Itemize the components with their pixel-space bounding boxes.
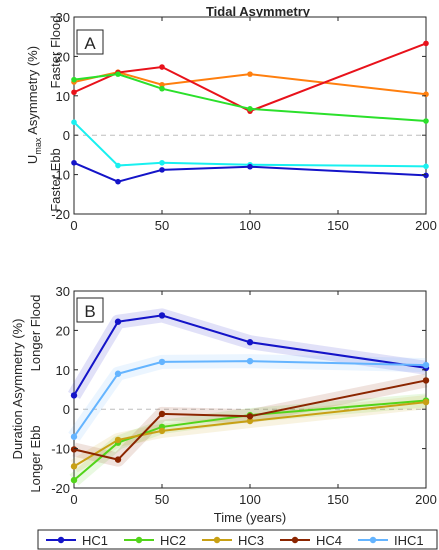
panel-b-xtick-label: 100	[239, 492, 261, 507]
legend-item-hc1: HC1	[46, 533, 108, 548]
panel-a-ytick-label: -10	[51, 168, 70, 183]
panel-a: 0 50 100 150 200 -20 -10 0 10 20 30 A Umax Asymmet…	[25, 10, 437, 233]
panel-a-y-top-label: Faster Flood	[48, 16, 63, 89]
panel-b-point-hc3	[70, 463, 78, 470]
panel-b-point-hc3	[422, 398, 430, 406]
panel-a-xtick-label: 0	[70, 218, 77, 233]
panel-b-ytick-label: -10	[51, 442, 70, 457]
panel-a-point-series-3	[115, 71, 121, 77]
panel-a-ytick-label: 10	[56, 89, 70, 104]
panel-a-point-series-5	[423, 172, 429, 179]
panel-a-point-series-5	[71, 159, 77, 166]
legend-swatch-marker	[291, 536, 299, 544]
panel-a-point-series-3	[247, 106, 253, 112]
panel-b-point-hc4	[114, 456, 122, 463]
panel-b-point-hc1	[246, 339, 254, 346]
legend-item-hc4: HC4	[280, 533, 342, 548]
panel-b-ytick-label: 20	[56, 323, 70, 338]
panel-b-point-hc2	[70, 476, 78, 484]
panel-a-ytick-label: 0	[63, 128, 70, 143]
legend-swatch-marker	[369, 536, 377, 544]
panel-b-xtick-label: 200	[415, 492, 437, 507]
panel-a-ytick-label: -20	[51, 207, 70, 222]
panel-a-point-series-3	[159, 85, 165, 92]
legend-label: HC1	[82, 533, 108, 548]
panel-b-label: B	[84, 302, 95, 321]
panel-a-ylabel: Umax Asymmetry (%)	[25, 46, 43, 164]
panel-b-y-bottom-label: Longer Ebb	[28, 425, 43, 492]
legend-swatch-marker	[213, 536, 221, 544]
panel-b-xtick-label: 150	[327, 492, 349, 507]
panel-b-point-hc4	[70, 446, 78, 453]
legend-item-hc2: HC2	[124, 533, 186, 548]
panel-b-ytick-label: 10	[56, 363, 70, 378]
panel-a-xtick-label: 50	[155, 218, 169, 233]
panel-b-point-hc3	[158, 427, 166, 435]
panel-b-point-ihc1	[70, 433, 78, 440]
panel-a-point-series-2	[159, 64, 165, 70]
panel-b: 0 50 100 150 200 -20 -10 0 10 20 30 B Duration Asy…	[10, 284, 437, 525]
legend-label: IHC1	[394, 533, 424, 548]
panel-b-point-hc1	[70, 392, 78, 399]
panel-a-series	[71, 40, 429, 185]
legend-label: HC3	[238, 533, 264, 548]
panel-b-point-hc4	[246, 413, 254, 420]
panel-b-xtick-label: 0	[70, 492, 77, 507]
panel-b-ylabel: Duration Asymmetry (%)	[10, 319, 25, 460]
panel-b-ytick-label: 0	[63, 402, 70, 417]
panel-a-point-series-5	[247, 163, 253, 170]
panel-a-point-series-3	[423, 118, 429, 124]
panel-a-xtick-label: 100	[239, 218, 261, 233]
figure-title: Tidal Asymmetry	[206, 4, 311, 19]
panel-b-ytick-label: 30	[56, 284, 70, 299]
panel-a-point-series-3	[71, 76, 77, 83]
legend-swatch-marker	[135, 536, 143, 544]
legend: HC1 HC2 HC3 HC4 IHC1	[37, 529, 438, 550]
legend-item-ihc1: IHC1	[358, 533, 424, 548]
legend-label: HC4	[316, 533, 342, 548]
panel-a-label-box	[76, 29, 104, 55]
legend-swatch-marker	[57, 536, 65, 544]
legend-item-hc3: HC3	[202, 533, 264, 548]
panel-b-ytick-label: -20	[51, 481, 70, 496]
legend-label: HC2	[160, 533, 186, 548]
panel-a-point-series-4	[71, 119, 77, 125]
panel-b-point-ihc1	[422, 361, 430, 369]
panel-a-axes-box	[73, 16, 427, 215]
panel-a-point-series-2	[423, 40, 429, 47]
panel-a-point-series-5	[115, 178, 121, 185]
panel-b-point-hc3	[114, 436, 122, 444]
panel-a-label: A	[84, 34, 96, 53]
panel-b-series	[70, 312, 430, 484]
panel-a-point-series-1	[159, 81, 165, 88]
panel-a-point-series-5	[159, 167, 165, 173]
panel-b-point-ihc1	[158, 358, 166, 366]
panel-a-point-series-1	[247, 71, 253, 77]
panel-b-point-hc1	[114, 318, 122, 325]
panel-b-point-hc1	[158, 312, 166, 319]
panel-a-point-series-2	[71, 89, 77, 96]
panel-a-point-series-4	[423, 163, 429, 170]
panel-b-ticks: 0 50 100 150 200 -20 -10 0 10 20 30	[51, 284, 437, 507]
panel-b-point-ihc1	[246, 357, 254, 365]
panel-b-label-box	[76, 297, 104, 323]
legend-box	[37, 529, 438, 550]
panel-a-point-series-4	[159, 159, 165, 166]
panel-a-point-series-4	[115, 162, 121, 169]
panel-a-ytick-label: 20	[56, 49, 70, 64]
panel-b-point-ihc1	[114, 370, 122, 377]
panel-a-xtick-label: 200	[415, 218, 437, 233]
panel-a-ticks: 0 50 100 150 200 -20 -10 0 10 20 30	[51, 10, 437, 233]
panel-a-ytick-label: 30	[56, 10, 70, 25]
panel-b-point-hc4	[158, 410, 166, 418]
panel-a-y-bottom-label: Faster Ebb	[48, 148, 63, 212]
x-axis-label: Time (years)	[214, 510, 286, 525]
panel-b-xtick-label: 50	[155, 492, 169, 507]
panel-a-xtick-label: 150	[327, 218, 349, 233]
panel-b-y-top-label: Longer Flood	[28, 295, 43, 372]
panel-b-point-hc3	[246, 417, 254, 425]
panel-b-point-hc4	[422, 377, 430, 384]
